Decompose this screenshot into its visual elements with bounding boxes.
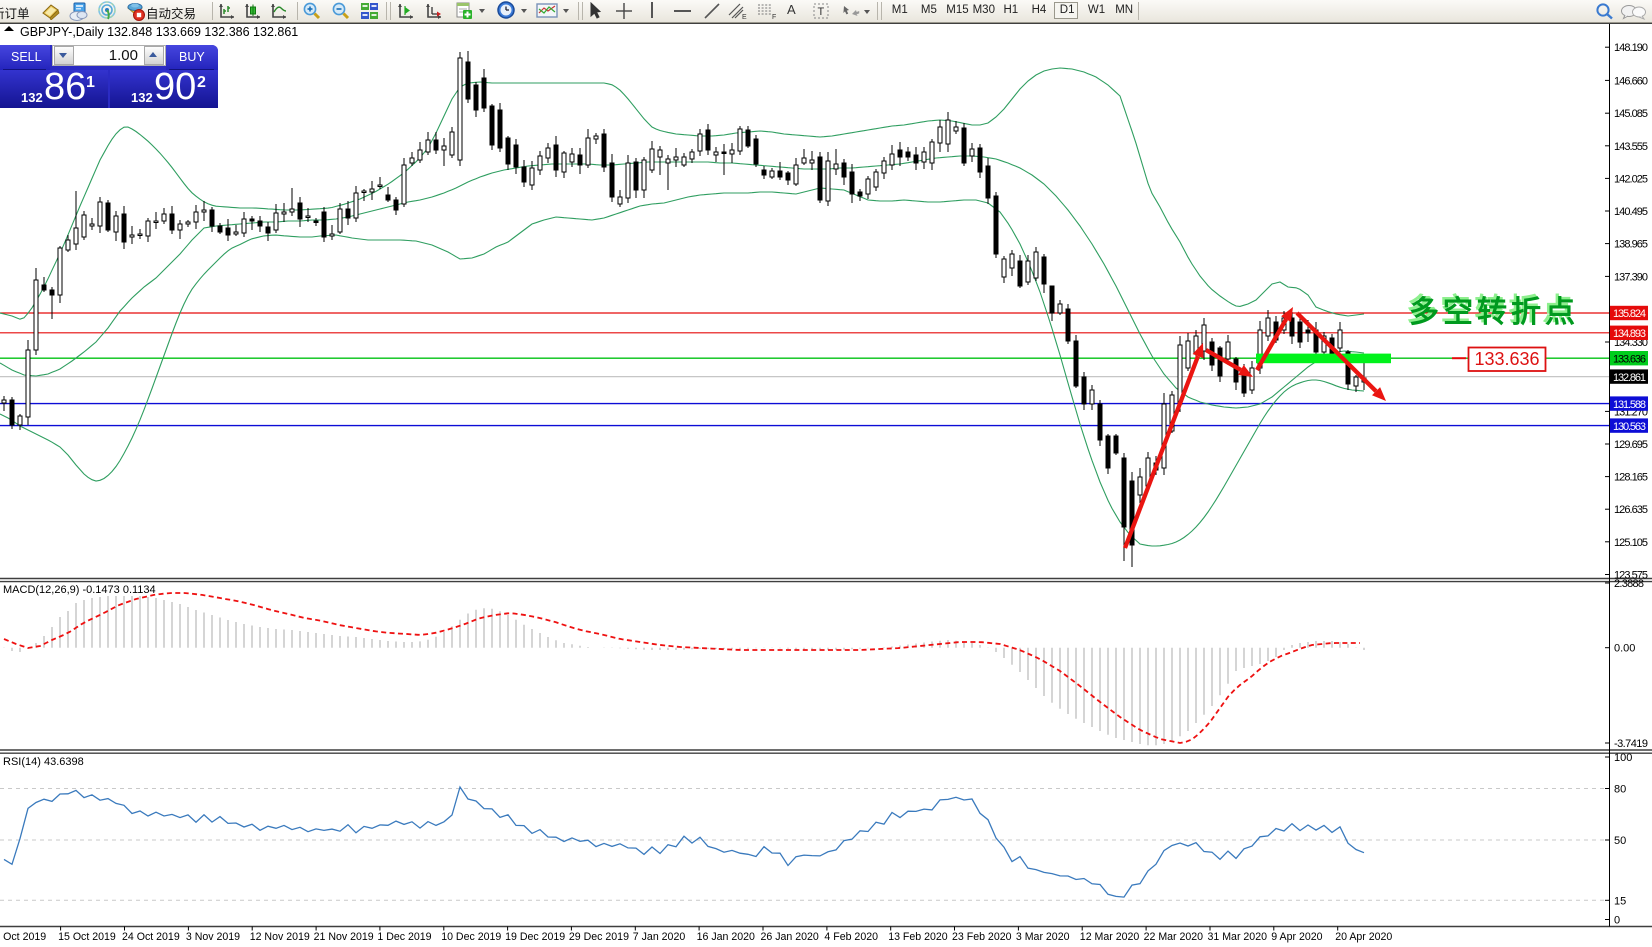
svg-text:多空转折点: 多空转折点 xyxy=(1409,296,1579,329)
svg-text:19 Dec 2019: 19 Dec 2019 xyxy=(505,931,565,943)
svg-text:80: 80 xyxy=(1614,784,1626,796)
svg-text:15: 15 xyxy=(1614,895,1626,907)
svg-text:7 Jan 2020: 7 Jan 2020 xyxy=(633,931,686,943)
svg-text:E: E xyxy=(742,14,747,20)
svg-text:132.861: 132.861 xyxy=(1613,372,1646,384)
svg-text:134.893: 134.893 xyxy=(1613,328,1646,340)
svg-text:21 Nov 2019: 21 Nov 2019 xyxy=(314,931,374,943)
svg-text:133.636: 133.636 xyxy=(1613,353,1646,365)
svg-text:22 Mar 2020: 22 Mar 2020 xyxy=(1144,931,1204,943)
svg-text:125.105: 125.105 xyxy=(1614,537,1648,549)
svg-text:15 Oct 2019: 15 Oct 2019 xyxy=(58,931,116,943)
svg-text:146.660: 146.660 xyxy=(1614,75,1648,87)
svg-text:GBPJPY-,Daily 132.848 133.669: GBPJPY-,Daily 132.848 133.669 132.386 13… xyxy=(20,25,298,39)
svg-text:23 Feb 2020: 23 Feb 2020 xyxy=(952,931,1012,943)
svg-text:130.563: 130.563 xyxy=(1613,421,1646,433)
svg-text:140.495: 140.495 xyxy=(1614,206,1648,218)
svg-text:148.190: 148.190 xyxy=(1614,42,1648,54)
svg-text:128.165: 128.165 xyxy=(1614,472,1648,484)
svg-text:3 Nov 2019: 3 Nov 2019 xyxy=(186,931,240,943)
svg-text:T: T xyxy=(818,6,825,18)
svg-text:123.575: 123.575 xyxy=(1614,570,1648,582)
svg-text:RSI(14) 43.6398: RSI(14) 43.6398 xyxy=(3,756,84,768)
svg-text:131.588: 131.588 xyxy=(1613,399,1646,411)
svg-text:1 Oct 2019: 1 Oct 2019 xyxy=(0,931,46,943)
svg-text:20 Apr 2020: 20 Apr 2020 xyxy=(1335,931,1392,943)
svg-text:0.00: 0.00 xyxy=(1614,643,1635,655)
svg-text:16 Jan 2020: 16 Jan 2020 xyxy=(697,931,755,943)
svg-text:142.025: 142.025 xyxy=(1614,173,1648,185)
svg-text:143.555: 143.555 xyxy=(1614,141,1648,153)
svg-text:4 Feb 2020: 4 Feb 2020 xyxy=(824,931,878,943)
svg-text:9 Apr 2020: 9 Apr 2020 xyxy=(1271,931,1322,943)
svg-text:138.965: 138.965 xyxy=(1614,239,1648,251)
svg-text:50: 50 xyxy=(1614,835,1626,847)
svg-text:26 Jan 2020: 26 Jan 2020 xyxy=(761,931,819,943)
svg-text:1 Dec 2019: 1 Dec 2019 xyxy=(377,931,431,943)
svg-text:2.3888: 2.3888 xyxy=(1614,578,1644,590)
svg-text:10 Dec 2019: 10 Dec 2019 xyxy=(441,931,501,943)
svg-text:145.085: 145.085 xyxy=(1614,108,1648,120)
svg-text:24 Oct 2019: 24 Oct 2019 xyxy=(122,931,180,943)
svg-text:MACD(12,26,9) -0.1473 0.1134: MACD(12,26,9) -0.1473 0.1134 xyxy=(3,584,156,596)
svg-text:126.635: 126.635 xyxy=(1614,504,1648,516)
svg-text:3 Mar 2020: 3 Mar 2020 xyxy=(1016,931,1070,943)
svg-text:137.390: 137.390 xyxy=(1614,271,1648,283)
svg-text:29 Dec 2019: 29 Dec 2019 xyxy=(569,931,629,943)
svg-text:133.636: 133.636 xyxy=(1474,349,1539,369)
svg-text:12 Mar 2020: 12 Mar 2020 xyxy=(1080,931,1140,943)
svg-text:多空转折点: 多空转折点 xyxy=(1407,294,1577,327)
svg-text:13 Feb 2020: 13 Feb 2020 xyxy=(888,931,948,943)
svg-text:F: F xyxy=(772,14,776,20)
svg-text:135.824: 135.824 xyxy=(1613,308,1646,320)
svg-text:0: 0 xyxy=(1614,915,1620,927)
svg-text:129.695: 129.695 xyxy=(1614,439,1648,451)
svg-text:-3.7419: -3.7419 xyxy=(1614,738,1648,750)
svg-text:100: 100 xyxy=(1614,752,1632,764)
svg-text:12 Nov 2019: 12 Nov 2019 xyxy=(250,931,310,943)
svg-text:31 Mar 2020: 31 Mar 2020 xyxy=(1208,931,1268,943)
